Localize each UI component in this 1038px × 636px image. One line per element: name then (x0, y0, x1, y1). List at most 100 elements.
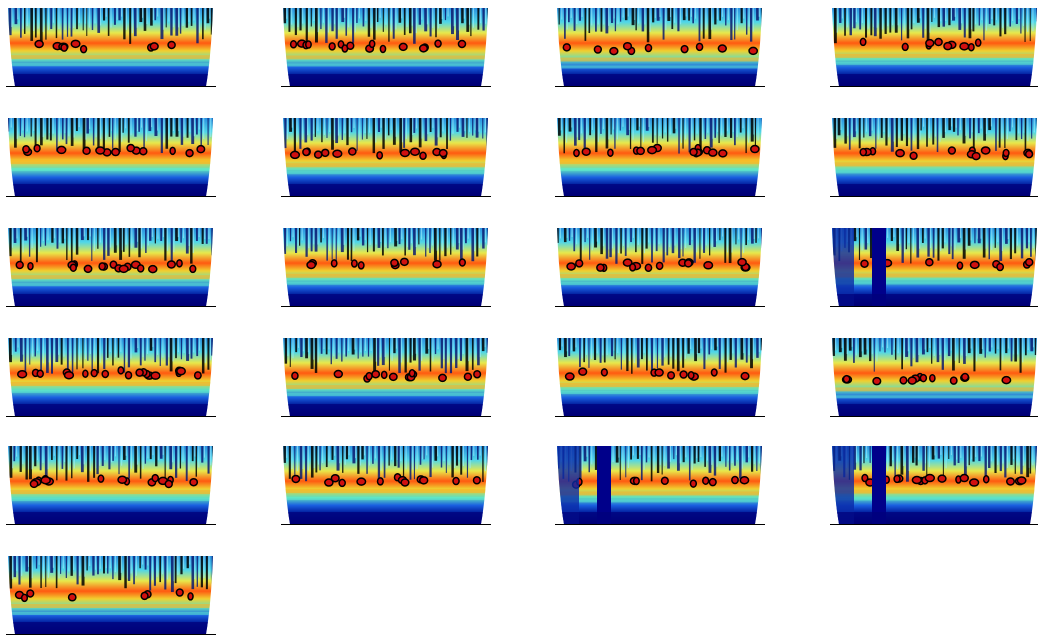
significance-contour (1017, 477, 1025, 484)
streak (942, 118, 945, 138)
streak (922, 228, 924, 243)
significance-contour (719, 150, 727, 157)
streak (426, 446, 427, 455)
streak (852, 338, 853, 347)
streak (559, 338, 561, 350)
streak (613, 118, 614, 130)
streak (628, 8, 629, 17)
streak (186, 228, 189, 254)
streak (186, 446, 188, 481)
streak (142, 556, 143, 565)
streak (685, 228, 686, 248)
streak (918, 338, 919, 355)
streak (655, 8, 656, 18)
ridge-band (283, 63, 488, 66)
streak (677, 8, 679, 31)
streak (399, 118, 402, 153)
streak (430, 338, 432, 372)
significance-contour (925, 475, 934, 482)
streak (36, 228, 38, 262)
streak (191, 8, 193, 26)
streak (193, 8, 194, 21)
streak (976, 338, 977, 361)
streak (979, 338, 982, 354)
streak (434, 446, 437, 461)
streak (9, 446, 12, 478)
streak (911, 118, 913, 151)
streak (143, 118, 144, 151)
streak (1027, 118, 1028, 141)
streak (630, 118, 631, 149)
streak (352, 446, 355, 463)
streak (632, 8, 635, 25)
streak (150, 446, 152, 459)
streak (734, 118, 736, 145)
streak (476, 118, 479, 138)
streak (714, 8, 716, 24)
streak (425, 338, 428, 354)
streak (763, 338, 764, 347)
streak (62, 446, 64, 469)
streak (291, 8, 292, 25)
streak (59, 118, 60, 141)
streak (173, 228, 174, 252)
streak (32, 556, 33, 578)
streak (926, 118, 928, 147)
significance-contour (190, 265, 196, 272)
streak (988, 118, 991, 130)
streak (680, 446, 681, 463)
streak (380, 228, 381, 242)
streak (750, 8, 752, 42)
streak (425, 228, 426, 257)
low-frequency-floor (557, 184, 762, 196)
streak (47, 228, 48, 240)
streak (699, 228, 700, 259)
streak (972, 8, 974, 31)
streak (748, 118, 749, 143)
streak (666, 228, 668, 255)
streak (325, 8, 327, 43)
streak (743, 338, 744, 353)
streak (64, 8, 65, 30)
streak (963, 338, 966, 364)
streak (1029, 228, 1030, 242)
streak (416, 228, 417, 247)
streak (364, 446, 365, 455)
streak (353, 228, 354, 251)
streak (689, 118, 691, 152)
streak (413, 338, 416, 360)
significance-contour (711, 369, 717, 376)
significance-contour (634, 477, 639, 484)
significance-contour (740, 477, 748, 484)
streak (126, 228, 127, 245)
streak (421, 228, 422, 240)
streak (1018, 118, 1019, 133)
streak (208, 118, 209, 145)
ridge-band (832, 54, 1037, 58)
streak (885, 8, 887, 34)
streak (209, 8, 210, 19)
scalogram-panel (281, 338, 491, 417)
streak (311, 228, 313, 251)
streak (308, 8, 309, 32)
streak (15, 338, 17, 352)
streak (380, 446, 381, 471)
streak (648, 228, 649, 242)
streak (460, 228, 463, 259)
streak (42, 446, 43, 463)
significance-contour (401, 258, 408, 265)
streak (1032, 8, 1033, 31)
significance-contour (970, 261, 979, 268)
streak (18, 556, 20, 585)
streak (722, 228, 723, 237)
significance-contour (610, 48, 618, 55)
streak (568, 8, 570, 22)
streak (164, 228, 166, 261)
streak (303, 338, 304, 351)
streak (761, 228, 762, 260)
streak (124, 338, 125, 373)
streak (634, 338, 635, 363)
low-frequency-floor (283, 184, 488, 196)
significance-contour (579, 368, 587, 375)
streak (934, 8, 935, 18)
